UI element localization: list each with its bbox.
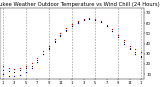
Point xyxy=(53,41,56,42)
Point xyxy=(65,31,68,32)
Point xyxy=(105,25,108,27)
Point xyxy=(128,45,131,46)
Point xyxy=(59,33,62,34)
Point xyxy=(71,25,73,27)
Point xyxy=(48,48,50,49)
Point xyxy=(7,70,10,72)
Point xyxy=(48,47,50,48)
Point xyxy=(140,56,142,57)
Point xyxy=(123,43,125,44)
Point xyxy=(59,35,62,36)
Point xyxy=(71,25,73,27)
Point xyxy=(111,31,114,32)
Point xyxy=(13,71,16,73)
Point xyxy=(140,51,142,52)
Point xyxy=(128,48,131,49)
Point xyxy=(42,50,44,51)
Point xyxy=(76,21,79,23)
Point xyxy=(111,31,114,32)
Point xyxy=(100,21,102,23)
Point xyxy=(19,69,21,71)
Point xyxy=(88,18,91,20)
Point xyxy=(117,37,119,38)
Point xyxy=(19,67,21,69)
Point xyxy=(25,65,27,67)
Point xyxy=(2,65,4,67)
Point xyxy=(19,74,21,76)
Point xyxy=(111,29,114,30)
Point xyxy=(134,53,137,54)
Point xyxy=(123,42,125,43)
Point xyxy=(82,19,85,21)
Point xyxy=(134,51,137,52)
Point xyxy=(36,57,39,58)
Point xyxy=(59,36,62,37)
Point xyxy=(36,61,39,63)
Point xyxy=(117,37,119,38)
Point xyxy=(7,75,10,77)
Point xyxy=(123,40,125,41)
Point xyxy=(76,20,79,22)
Point xyxy=(53,42,56,43)
Point xyxy=(13,75,16,77)
Point xyxy=(2,69,4,71)
Point xyxy=(82,19,85,21)
Point xyxy=(117,35,119,36)
Point xyxy=(30,65,33,67)
Point xyxy=(105,24,108,26)
Point xyxy=(128,47,131,48)
Point xyxy=(36,59,39,60)
Point xyxy=(30,67,33,69)
Point xyxy=(100,21,102,23)
Point xyxy=(42,53,44,54)
Point xyxy=(2,73,4,75)
Point xyxy=(140,55,142,56)
Point xyxy=(65,30,68,31)
Point xyxy=(7,67,10,69)
Point xyxy=(42,53,44,54)
Point xyxy=(88,18,91,20)
Point xyxy=(25,71,27,73)
Point xyxy=(76,22,79,24)
Point xyxy=(82,18,85,20)
Point xyxy=(25,67,27,69)
Point xyxy=(94,18,96,20)
Point xyxy=(53,39,56,40)
Point xyxy=(71,23,73,25)
Point xyxy=(13,68,16,70)
Point xyxy=(134,48,137,49)
Point xyxy=(94,19,96,21)
Title: Milwaukee Weather Outdoor Temperature vs Wind Chill (24 Hours): Milwaukee Weather Outdoor Temperature vs… xyxy=(0,2,160,7)
Point xyxy=(30,62,33,64)
Point xyxy=(105,25,108,27)
Point xyxy=(88,17,91,19)
Point xyxy=(94,19,96,21)
Point xyxy=(100,20,102,22)
Point xyxy=(48,45,50,46)
Point xyxy=(65,27,68,29)
